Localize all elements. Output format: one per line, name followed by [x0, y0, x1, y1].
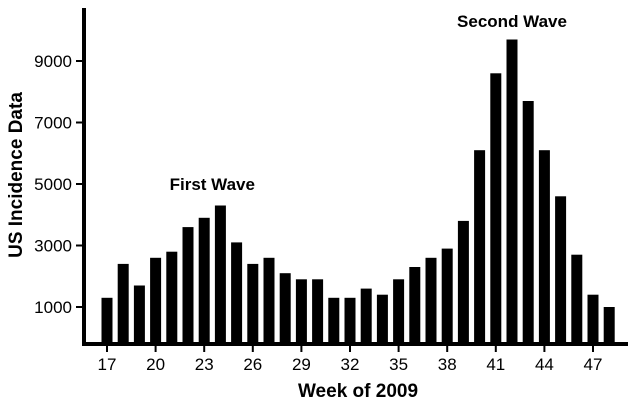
bar-week-45: [555, 196, 567, 344]
x-tick-label-41: 41: [486, 355, 505, 374]
bar-week-23: [198, 217, 210, 344]
bar-week-44: [538, 150, 550, 344]
x-tick-label-44: 44: [535, 355, 554, 374]
bar-week-30: [312, 279, 324, 344]
y-tick-label-5000: 5000: [34, 175, 72, 194]
annotation-2: Second Wave: [457, 12, 567, 31]
y-tick-label-3000: 3000: [34, 237, 72, 256]
bar-week-42: [506, 39, 518, 344]
bar-week-19: [133, 285, 145, 344]
x-axis-title: Week of 2009: [298, 381, 418, 402]
bar-week-20: [150, 257, 162, 344]
y-ticks: 1000 3000 5000 7000 9000: [34, 52, 84, 317]
y-tick-label-1000: 1000: [34, 298, 72, 317]
bar-week-35: [393, 279, 405, 344]
bar-week-28: [279, 273, 291, 344]
bar-week-32: [344, 297, 356, 344]
bar-week-37: [425, 257, 437, 344]
x-tick-label-38: 38: [438, 355, 457, 374]
x-tick-label-35: 35: [389, 355, 408, 374]
bar-week-33: [360, 288, 372, 344]
bar-week-39: [457, 220, 469, 344]
bar-week-25: [231, 242, 243, 344]
y-tick-label-7000: 7000: [34, 114, 72, 133]
x-tick-label-23: 23: [195, 355, 214, 374]
bar-week-26: [247, 263, 259, 344]
bar-week-36: [409, 267, 421, 344]
bar-week-24: [214, 205, 226, 344]
bar-week-40: [474, 150, 486, 344]
bar-week-46: [571, 254, 583, 344]
bar-week-27: [263, 257, 275, 344]
bar-week-21: [166, 251, 178, 344]
bar-week-38: [441, 248, 453, 344]
x-tick-label-47: 47: [584, 355, 603, 374]
y-tick-label-9000: 9000: [34, 52, 72, 71]
x-tick-label-29: 29: [292, 355, 311, 374]
bar-week-22: [182, 227, 194, 344]
bars: [101, 39, 615, 345]
bar-week-17: [101, 297, 113, 344]
annotation-1: First Wave: [170, 175, 255, 194]
x-tick-label-26: 26: [243, 355, 262, 374]
bar-week-31: [328, 297, 340, 344]
bar-week-47: [587, 294, 599, 344]
bar-week-43: [522, 101, 534, 344]
x-tick-label-17: 17: [98, 355, 117, 374]
bar-week-48: [603, 307, 615, 344]
bar-week-41: [490, 73, 502, 345]
bar-week-18: [117, 263, 129, 344]
y-axis-title: US Incidence Data: [6, 92, 27, 258]
x-tick-label-20: 20: [146, 355, 165, 374]
annotations: First Wave Second Wave: [170, 12, 567, 194]
x-ticks: 17 20 23 26 29 32 35 38 41 44 47: [98, 344, 603, 374]
bar-week-34: [376, 294, 388, 344]
x-tick-label-32: 32: [341, 355, 360, 374]
bar-week-29: [295, 279, 307, 344]
